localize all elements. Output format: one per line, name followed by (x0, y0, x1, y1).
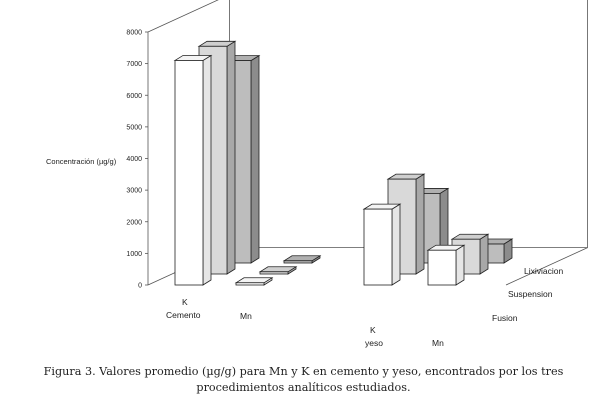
caption-line-2: procedimientos analíticos estudiados. (196, 381, 411, 394)
y-axis-label: Concentración (µg/g) (46, 157, 117, 166)
series-label-suspension: Suspension (508, 289, 553, 299)
floor-right-edge (505, 247, 588, 286)
bar-side (455, 244, 465, 286)
bar-fusion-1 (234, 277, 274, 286)
figure-caption: Figura 3. Valores promedio (µg/g) para M… (0, 364, 607, 396)
x-label-element: K (370, 325, 376, 335)
bars (173, 40, 514, 286)
y-tick-label: 2000 (126, 219, 142, 226)
y-tick-label: 1000 (126, 251, 142, 258)
bar-suspension-1 (258, 266, 298, 275)
bar-lixiviacion-1 (282, 255, 322, 264)
left-wall-top-edge (147, 0, 219, 33)
y-tick-label: 4000 (126, 156, 142, 163)
bar-fusion-2 (362, 203, 402, 286)
series-labels: Fusion Suspension Lixiviacion (492, 266, 563, 323)
bar-front (235, 282, 265, 286)
bar-front (283, 260, 313, 264)
bar-front (363, 208, 393, 286)
y-tick-label: 6000 (126, 93, 142, 100)
y-tick-label: 5000 (126, 124, 142, 131)
bar-side (202, 54, 212, 286)
x-label-matrix: yeso (365, 338, 383, 348)
x-label-element: Mn (240, 311, 252, 321)
bar-front (427, 249, 457, 286)
caption-line-1: Figura 3. Valores promedio (µg/g) para M… (43, 365, 564, 378)
bar-side (391, 203, 401, 286)
bar-front (174, 60, 204, 286)
series-label-fusion: Fusion (492, 313, 518, 323)
y-tick-label: 8000 (126, 30, 142, 37)
bar-fusion-0 (173, 54, 213, 286)
y-axis: 0 1000 2000 3000 4000 5000 6000 7000 8000 (126, 30, 148, 290)
bar-side (479, 233, 489, 275)
bar-front (259, 271, 289, 275)
x-label-matrix: Cemento (166, 310, 201, 320)
bar-fusion-3 (426, 244, 466, 286)
series-label-lixiviacion: Lixiviacion (524, 266, 563, 276)
x-label-element: K (182, 297, 188, 307)
y-tick-label: 7000 (126, 61, 142, 68)
bar-side (415, 173, 425, 275)
y-tick-label: 0 (138, 283, 142, 290)
x-label-element: Mn (432, 338, 444, 348)
bar-side (226, 40, 236, 275)
y-tick-label: 3000 (126, 188, 142, 195)
bar-side (250, 54, 260, 264)
